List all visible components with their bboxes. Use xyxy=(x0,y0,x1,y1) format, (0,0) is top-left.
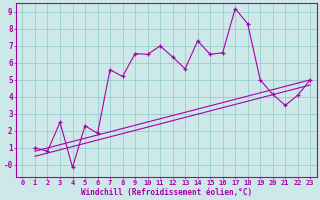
X-axis label: Windchill (Refroidissement éolien,°C): Windchill (Refroidissement éolien,°C) xyxy=(81,188,252,197)
